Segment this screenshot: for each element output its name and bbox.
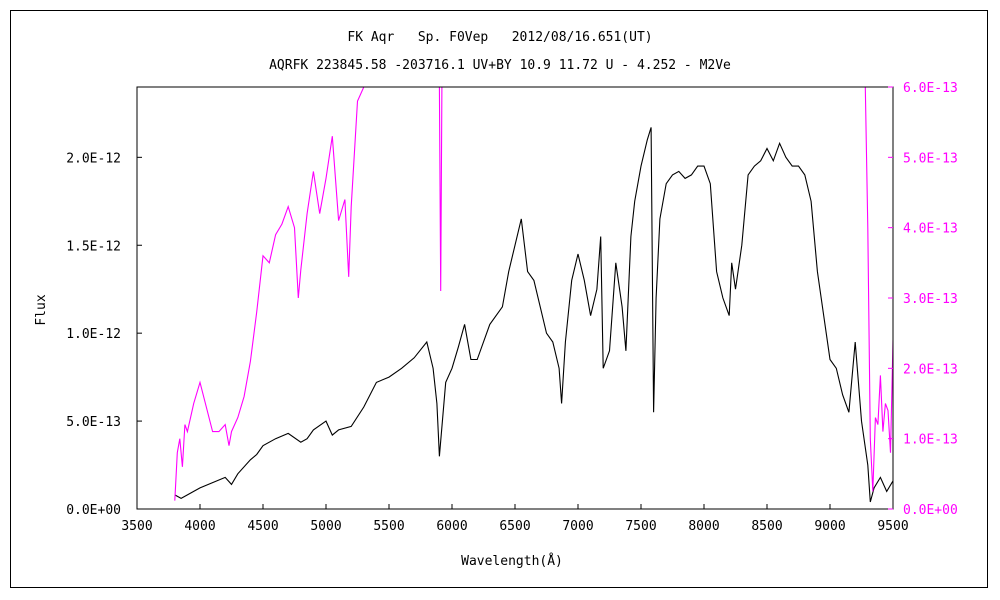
chart-title: FK Aqr Sp. F0Vep 2012/08/16.651(UT) <box>347 30 652 45</box>
y-right-tick-label: 1.0E-13 <box>903 433 958 448</box>
x-tick-label: 5500 <box>373 519 404 534</box>
x-tick-label: 6000 <box>436 519 467 534</box>
y-right-tick-label: 5.0E-13 <box>903 151 958 166</box>
y-left-tick-label: 5.0E-13 <box>66 415 121 430</box>
y-right-tick-label: 0.0E+00 <box>903 503 958 518</box>
y-left-tick-label: 2.0E-12 <box>66 151 121 166</box>
x-tick-label: 9500 <box>877 519 908 534</box>
chart-frame <box>10 10 988 588</box>
x-tick-label: 7000 <box>562 519 593 534</box>
y-right-tick-label: 4.0E-13 <box>903 222 958 237</box>
x-tick-label: 7500 <box>625 519 656 534</box>
chart-subtitle: AQRFK 223845.58 -203716.1 UV+BY 10.9 11.… <box>269 58 731 73</box>
plot-area <box>136 86 894 510</box>
y-axis-label: Flux <box>34 294 49 325</box>
axis-layer: 3500 4000 4500 5000 5500 6000 6500 7000 7500 8000… <box>66 81 958 534</box>
x-tick-label: 6500 <box>499 519 530 534</box>
x-tick-label: 4500 <box>247 519 278 534</box>
series-layer <box>174 87 893 503</box>
x-tick-label: 8500 <box>751 519 782 534</box>
y-left-tick-label: 1.5E-12 <box>66 239 121 254</box>
x-tick-label: 8000 <box>688 519 719 534</box>
spectrum-line-magenta <box>174 87 893 501</box>
y-right-tick-label: 3.0E-13 <box>903 292 958 307</box>
x-axis-label: Wavelength(Å) <box>461 553 563 569</box>
y-right-tick-label: 2.0E-13 <box>903 362 958 377</box>
y-right-tick-label: 6.0E-13 <box>903 81 958 96</box>
y-left-tick-label: 1.0E-12 <box>66 327 121 342</box>
x-tick-label: 5000 <box>310 519 341 534</box>
y-left-tick-label: 0.0E+00 <box>66 503 121 518</box>
x-tick-label: 9000 <box>814 519 845 534</box>
x-tick-label: 4000 <box>184 519 215 534</box>
spectrum-line-black <box>174 127 893 503</box>
x-tick-label: 3500 <box>121 519 152 534</box>
